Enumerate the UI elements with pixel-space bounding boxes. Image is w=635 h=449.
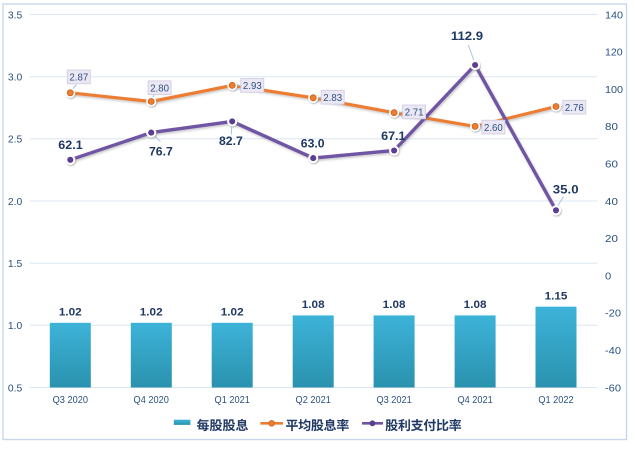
svg-text:112.9: 112.9 [451, 29, 484, 43]
svg-text:1.15: 1.15 [545, 291, 568, 303]
svg-text:3.5: 3.5 [8, 9, 23, 21]
svg-text:2.0: 2.0 [8, 196, 23, 208]
svg-text:140: 140 [605, 9, 623, 21]
svg-text:-60: -60 [605, 382, 621, 394]
svg-text:80: 80 [605, 121, 618, 133]
svg-text:1.08: 1.08 [464, 299, 487, 311]
svg-text:2.83: 2.83 [323, 92, 342, 104]
svg-text:62.1: 62.1 [58, 138, 83, 152]
svg-text:1.02: 1.02 [59, 307, 82, 319]
svg-text:-40: -40 [605, 345, 621, 357]
svg-text:0: 0 [605, 270, 611, 282]
svg-text:Q1 2021: Q1 2021 [215, 394, 250, 406]
svg-text:Q1 2022: Q1 2022 [538, 394, 573, 406]
svg-text:76.7: 76.7 [149, 145, 173, 159]
svg-text:60: 60 [605, 159, 618, 171]
svg-text:1.02: 1.02 [140, 307, 163, 319]
svg-text:1.5: 1.5 [8, 258, 23, 270]
svg-text:2.5: 2.5 [8, 134, 23, 146]
svg-text:82.7: 82.7 [219, 134, 243, 148]
svg-text:2.76: 2.76 [565, 102, 584, 114]
svg-text:40: 40 [605, 196, 618, 208]
svg-text:-20: -20 [605, 308, 621, 320]
svg-text:20: 20 [605, 233, 618, 245]
svg-text:2.80: 2.80 [150, 83, 169, 95]
svg-text:Q4 2020: Q4 2020 [134, 394, 169, 406]
svg-text:Q2 2021: Q2 2021 [296, 394, 331, 406]
svg-text:67.1: 67.1 [381, 129, 406, 143]
svg-text:2.87: 2.87 [69, 72, 88, 84]
svg-text:Q4 2021: Q4 2021 [457, 394, 492, 406]
svg-text:1.02: 1.02 [221, 307, 244, 319]
svg-text:63.0: 63.0 [301, 137, 325, 151]
svg-text:1.08: 1.08 [383, 299, 406, 311]
svg-text:0.5: 0.5 [8, 382, 23, 394]
svg-text:100: 100 [605, 84, 623, 96]
svg-text:120: 120 [605, 47, 623, 59]
svg-text:Q3 2020: Q3 2020 [53, 394, 88, 406]
svg-text:2.60: 2.60 [484, 122, 503, 134]
svg-text:2.93: 2.93 [243, 80, 262, 92]
svg-text:1.08: 1.08 [302, 299, 325, 311]
svg-text:3.0: 3.0 [8, 72, 23, 84]
svg-text:1.0: 1.0 [8, 320, 23, 332]
svg-text:2.71: 2.71 [405, 107, 424, 119]
svg-text:Q3 2021: Q3 2021 [376, 394, 411, 406]
svg-text:35.0: 35.0 [553, 183, 579, 197]
